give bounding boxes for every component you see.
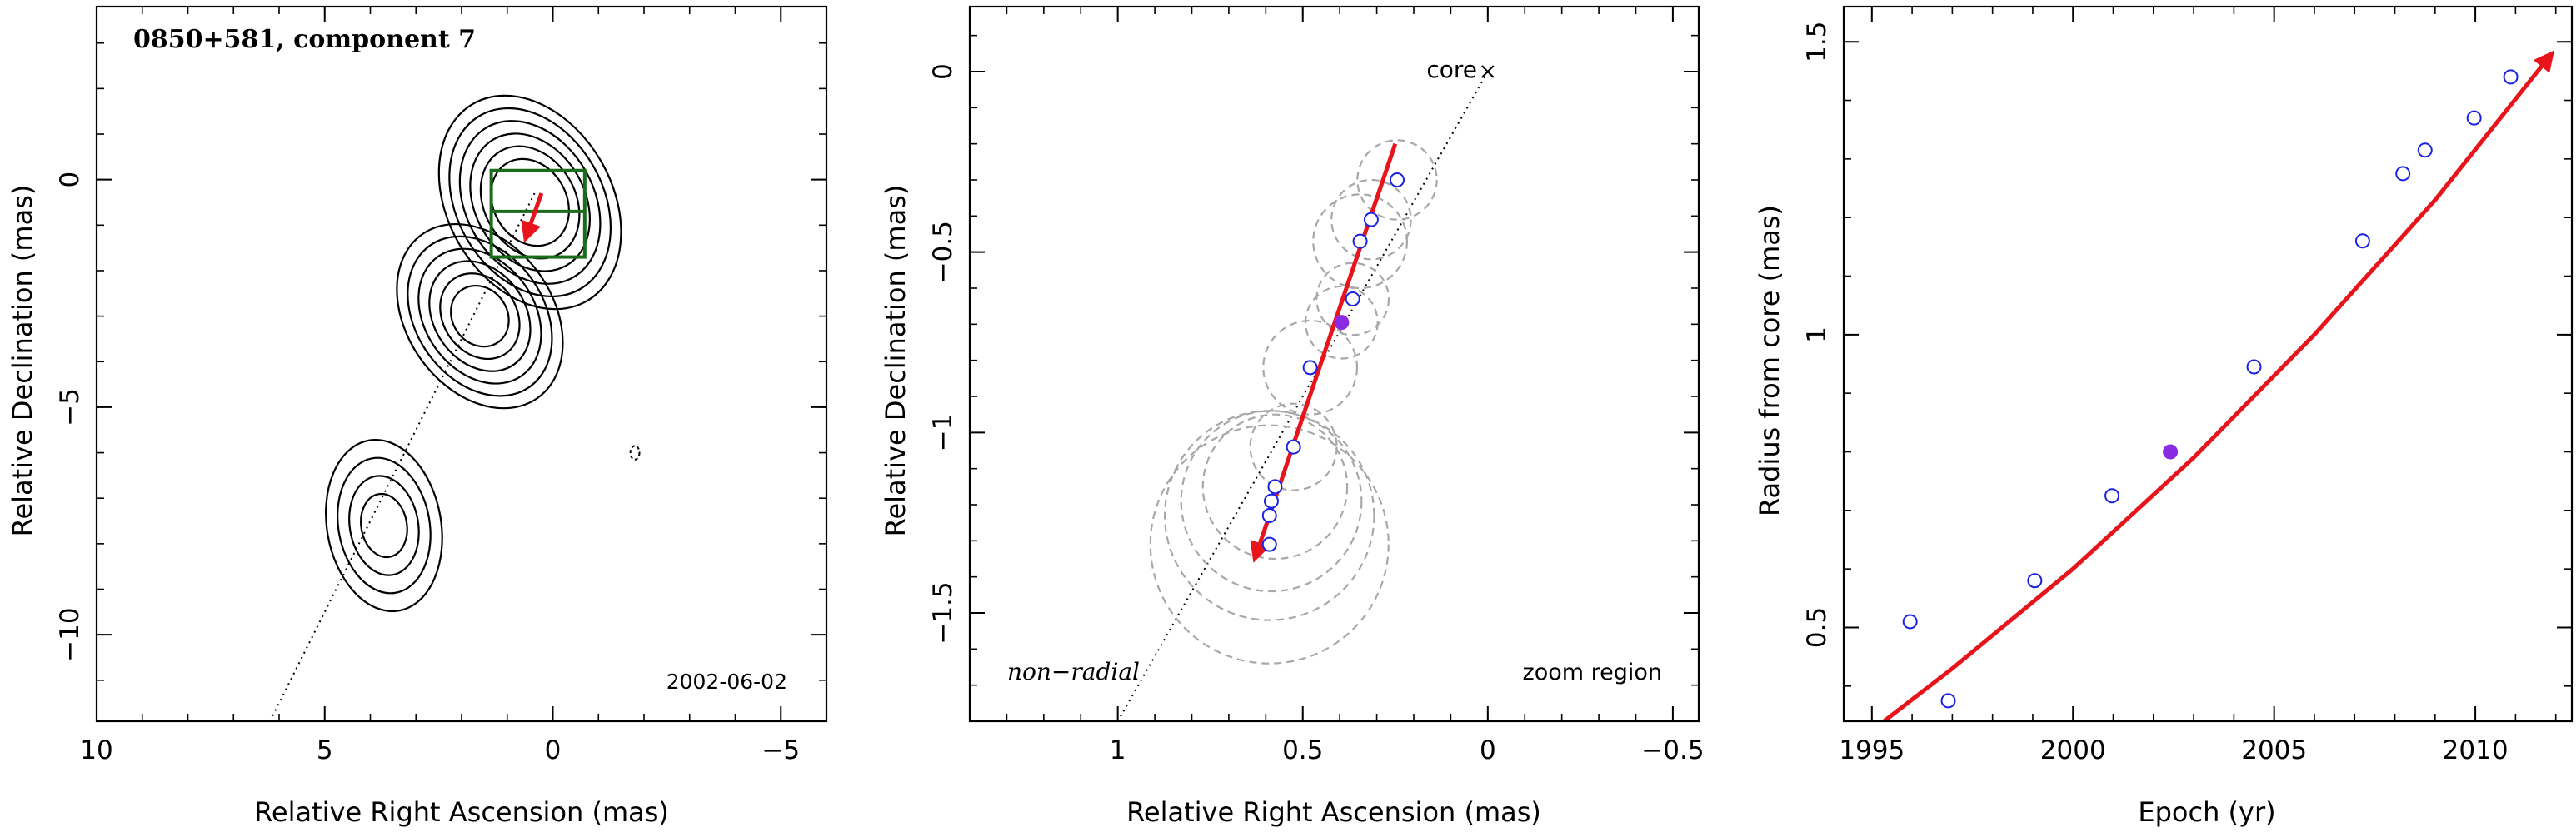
x-tick-label: 0 [545,735,562,765]
highlighted-data-point [1334,315,1350,331]
x-tick-label: 2010 [2443,735,2509,765]
axis-ticks: 10 5 0 −5 0 −5 −10 [55,7,827,765]
data-point [1390,172,1405,187]
component-size-circle [1149,424,1390,665]
contour-line [407,235,553,397]
data-point [2503,69,2519,85]
motion-arrow [521,192,544,243]
contour-plot-area [269,94,641,721]
data-point [1940,693,1956,709]
data-point [1345,291,1360,306]
radius-plot-area [1882,50,2555,721]
radius-panel: 1995 2000 2005 2010 0.5 1 1.5 Epoch (yr) Radiu… [1754,5,2574,828]
data-point [2354,233,2370,249]
zoom-plot-area [1116,65,1495,721]
contour-line [490,157,570,247]
contour-line [439,272,521,361]
contour-line [448,107,612,298]
x-tick-label: 5 [317,735,333,765]
panel-frame [95,5,828,723]
x-tick-label: 0.5 [1282,735,1323,765]
contour-line [337,456,432,595]
x-tick-label: 1995 [1839,735,1905,765]
data-point [2466,110,2482,126]
x-tick-label: −5 [761,735,800,765]
data-point [2417,142,2433,158]
date-label: 2002-06-02 [666,670,787,694]
component-size-circle [1249,402,1338,491]
data-point [1352,233,1368,249]
data-point [1261,508,1277,523]
y-axis-label: Relative Declination (mas) [7,185,38,537]
contour-panel: 10 5 0 −5 0 −5 −10 0850+581, component 7 2002-… [7,5,828,828]
x-axis-label: Epoch (yr) [2138,796,2275,828]
y-tick-label: −1 [928,413,958,451]
contour-line [348,475,420,576]
data-point [2027,573,2043,589]
component-size-circle [1201,413,1349,560]
data-point [1902,614,1918,630]
x-tick-label: 10 [80,735,112,765]
contour-line [396,222,564,410]
panel-frame [968,5,1700,723]
contour-line [450,284,510,348]
fit-curve [1882,50,2555,721]
data-point [2104,488,2120,504]
panel-frame [1842,5,2574,723]
x-tick-label: 2000 [2040,735,2106,765]
x-axis-label: Relative Right Ascension (mas) [1126,796,1541,828]
zoom-region-label: zoom region [1523,660,1662,685]
data-point [2246,359,2262,375]
data-point [1302,360,1318,376]
y-axis-label: Relative Declination (mas) [880,185,911,537]
contour-line [469,132,591,272]
data-point [1286,439,1301,455]
y-tick-label: −5 [55,388,85,426]
y-tick-label: −10 [55,607,85,661]
axis-ticks: 1 0.5 0 −0.5 0 −0.5 −1 −1.5 [928,7,1705,765]
component-size-circle [1262,319,1359,416]
data-point [2395,166,2411,182]
component-size-circle [1164,410,1375,621]
contour-line [360,492,408,559]
axis-ticks: 1995 2000 2005 2010 0.5 1 1.5 [1802,7,2572,765]
contour-line [417,247,542,385]
core-label: core [1426,56,1477,83]
component-size-circle [1304,285,1379,360]
panel-title: 0850+581, component 7 [133,25,476,54]
y-tick-label: 1.5 [1802,22,1832,62]
component-size-circle [1180,410,1363,593]
y-tick-label: −1.5 [928,581,958,644]
contour-line [325,438,443,613]
zoom-panel: 1 0.5 0 −0.5 0 −0.5 −1 −1.5 non−radial zoom reg… [880,5,1705,828]
contour-line [428,260,532,372]
highlighted-data-point [2163,444,2179,460]
x-tick-label: −0.5 [1641,735,1704,765]
non-radial-label: non−radial [1007,658,1140,685]
y-tick-label: 0.5 [1802,607,1832,648]
x-axis-label: Relative Right Ascension (mas) [254,796,669,828]
data-point [1267,479,1283,495]
component-size-circle [1312,193,1409,290]
x-tick-label: 0 [1480,735,1496,765]
contour-line [437,94,622,311]
component-size-circle [1315,262,1390,336]
core-marker [1481,65,1495,78]
component-size-circle [1356,139,1438,221]
data-point [1363,212,1379,227]
jet-axis-line [1116,71,1489,721]
x-tick-label: 2005 [2241,735,2307,765]
y-tick-label: 0 [55,172,85,188]
y-axis-label: Radius from core (mas) [1754,205,1785,516]
x-tick-label: 1 [1110,735,1126,765]
y-tick-label: −0.5 [928,221,958,283]
data-point [1261,536,1277,552]
y-tick-label: 0 [928,63,958,80]
noise-contour [629,445,641,461]
y-tick-label: 1 [1802,326,1832,343]
zoom-region-box [489,168,587,259]
data-point [1263,493,1279,509]
